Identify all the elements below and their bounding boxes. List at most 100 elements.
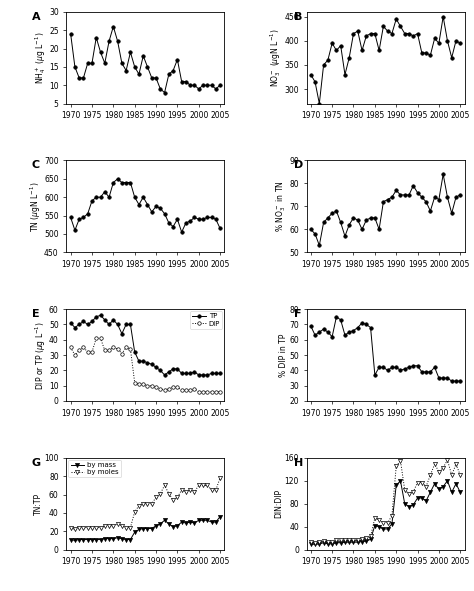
- by moles: [157, 490, 163, 497]
- by moles: [136, 502, 142, 509]
- DIP: [145, 382, 150, 389]
- by mass: [385, 525, 391, 532]
- TP: [72, 324, 78, 331]
- DIP: [106, 347, 112, 354]
- TP: [200, 371, 206, 378]
- DIP: [93, 335, 99, 342]
- DIP: [200, 388, 206, 395]
- by moles: [196, 482, 201, 489]
- Y-axis label: NO$_3^-$ ($\mu$gN L$^{-1}$): NO$_3^-$ ($\mu$gN L$^{-1}$): [268, 28, 283, 87]
- by mass: [415, 495, 420, 502]
- by moles: [217, 475, 223, 482]
- DIP: [217, 388, 223, 395]
- Line: by mass: by mass: [309, 479, 462, 547]
- by moles: [119, 522, 125, 530]
- TP: [145, 359, 150, 366]
- by moles: [312, 539, 318, 546]
- by moles: [338, 537, 344, 544]
- Line: by moles: by moles: [69, 476, 222, 531]
- by mass: [106, 535, 112, 542]
- TP: [170, 365, 176, 372]
- by mass: [381, 525, 386, 532]
- Text: E: E: [32, 309, 39, 319]
- by moles: [415, 479, 420, 486]
- by moles: [410, 488, 416, 495]
- DIP: [115, 345, 120, 352]
- by mass: [76, 536, 82, 543]
- by mass: [85, 536, 91, 543]
- by moles: [355, 537, 361, 544]
- DIP: [196, 388, 201, 395]
- by mass: [132, 528, 137, 535]
- DIP: [123, 344, 129, 351]
- DIP: [174, 384, 180, 391]
- by moles: [402, 486, 408, 493]
- by mass: [89, 536, 95, 543]
- by mass: [68, 536, 73, 543]
- by moles: [428, 472, 433, 479]
- by mass: [308, 540, 314, 547]
- TP: [149, 361, 155, 368]
- by moles: [364, 535, 369, 542]
- by mass: [338, 539, 344, 546]
- DIP: [128, 345, 133, 352]
- Line: DIP: DIP: [69, 336, 222, 394]
- by mass: [321, 539, 327, 546]
- by mass: [457, 489, 463, 496]
- by moles: [457, 472, 463, 479]
- by moles: [110, 522, 116, 530]
- by moles: [342, 537, 348, 544]
- by mass: [453, 480, 459, 487]
- by mass: [191, 519, 197, 527]
- Text: A: A: [32, 12, 40, 22]
- DIP: [153, 384, 159, 391]
- DIP: [68, 344, 73, 351]
- by moles: [213, 486, 219, 493]
- by mass: [402, 500, 408, 507]
- TP: [183, 370, 189, 377]
- TP: [196, 371, 201, 378]
- by moles: [76, 524, 82, 531]
- by mass: [393, 482, 399, 489]
- by moles: [85, 524, 91, 531]
- by mass: [312, 541, 318, 548]
- by mass: [200, 517, 206, 524]
- by mass: [128, 536, 133, 543]
- DIP: [191, 385, 197, 392]
- by moles: [89, 524, 95, 531]
- Legend: by mass, by moles: by mass, by moles: [68, 460, 121, 478]
- by mass: [406, 503, 412, 510]
- DIP: [132, 379, 137, 386]
- by moles: [385, 519, 391, 526]
- by mass: [123, 536, 129, 543]
- by mass: [115, 534, 120, 541]
- Text: C: C: [32, 161, 40, 170]
- by mass: [98, 536, 103, 543]
- by moles: [200, 482, 206, 489]
- by mass: [166, 521, 172, 528]
- by mass: [204, 517, 210, 524]
- by mass: [136, 526, 142, 533]
- by moles: [440, 464, 446, 471]
- TP: [179, 370, 184, 377]
- TP: [123, 321, 129, 328]
- DIP: [213, 388, 219, 395]
- by mass: [170, 523, 176, 530]
- by mass: [398, 478, 403, 485]
- by moles: [321, 537, 327, 544]
- by mass: [372, 522, 378, 529]
- Text: H: H: [294, 458, 303, 468]
- TP: [89, 318, 95, 325]
- by moles: [445, 457, 450, 464]
- by moles: [453, 460, 459, 467]
- by moles: [102, 522, 108, 530]
- by moles: [317, 538, 322, 545]
- by moles: [153, 493, 159, 501]
- TP: [162, 371, 167, 378]
- by mass: [93, 536, 99, 543]
- by moles: [132, 508, 137, 515]
- TP: [174, 365, 180, 372]
- by moles: [191, 488, 197, 495]
- TP: [217, 370, 223, 377]
- by moles: [334, 537, 339, 544]
